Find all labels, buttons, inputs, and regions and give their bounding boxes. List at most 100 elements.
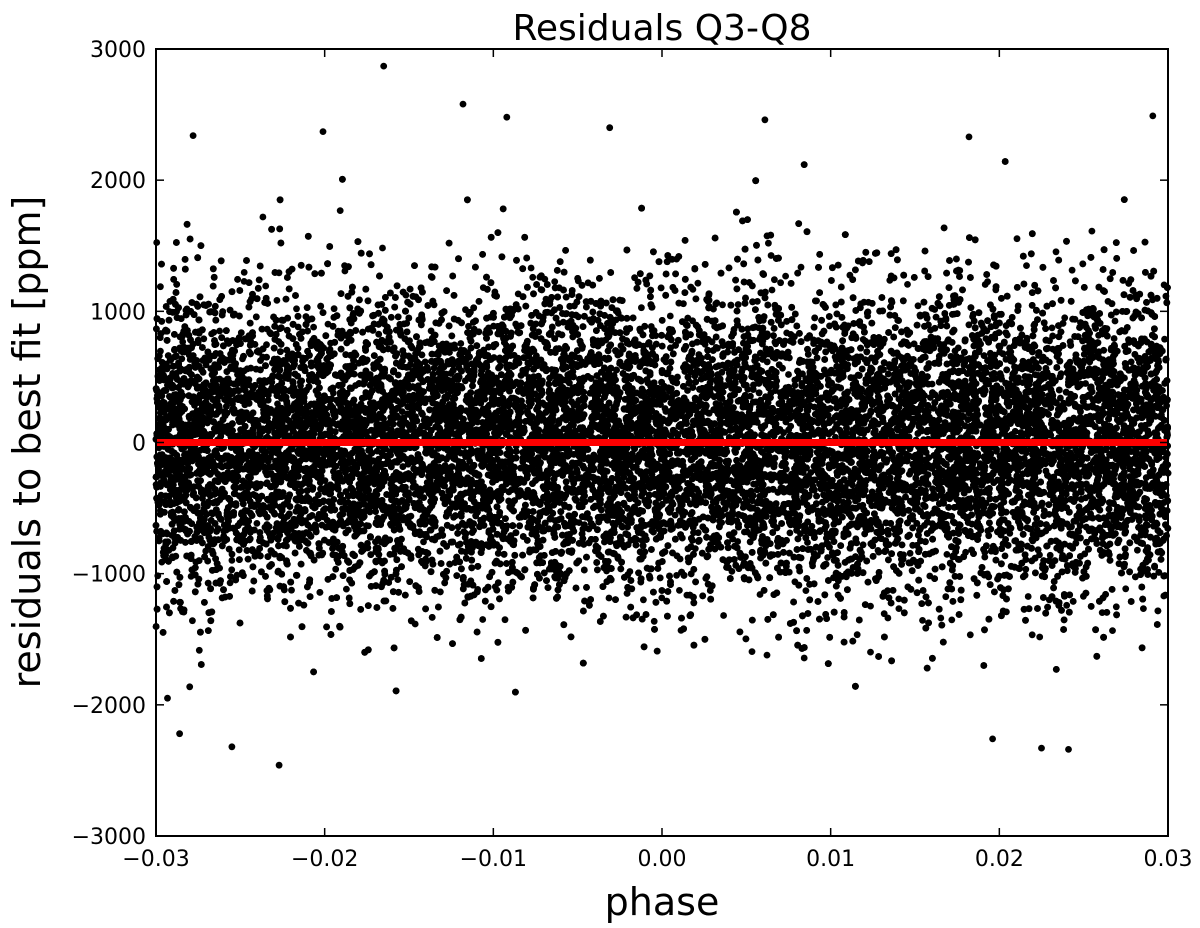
scatter-point (640, 596, 647, 604)
scatter-point (734, 301, 742, 308)
scatter-point (1109, 627, 1116, 634)
scatter-point (859, 541, 867, 549)
scatter-point (375, 330, 383, 338)
scatter-point (782, 272, 789, 280)
scatter-point (387, 313, 395, 321)
scatter-point (1068, 266, 1076, 274)
scatter-point (273, 297, 281, 304)
scatter-point (1061, 314, 1069, 322)
x-axis-label: phase (605, 880, 720, 924)
scatter-point (1122, 585, 1130, 593)
scatter-point (294, 323, 302, 331)
scatter-point (479, 616, 487, 623)
scatter-point (1048, 324, 1056, 332)
scatter-points (152, 62, 1172, 769)
scatter-point (719, 301, 726, 309)
scatter-point (259, 213, 267, 221)
scatter-point (1063, 567, 1071, 575)
scatter-point (1088, 227, 1096, 235)
scatter-point (765, 239, 772, 247)
scatter-point (703, 573, 711, 581)
scatter-point (1040, 507, 1048, 515)
scatter-point (966, 631, 974, 639)
scatter-point (1112, 603, 1120, 611)
scatter-point (694, 529, 702, 537)
scatter-point (164, 694, 171, 702)
scatter-point (985, 532, 993, 540)
scatter-point (288, 586, 295, 594)
scatter-point (942, 593, 950, 601)
scatter-point (189, 617, 196, 625)
scatter-point (494, 579, 502, 587)
scatter-point (372, 508, 379, 515)
scatter-point (157, 283, 164, 291)
scatter-point (551, 278, 559, 285)
scatter-point (315, 491, 322, 499)
scatter-point (249, 409, 257, 417)
scatter-point (1134, 546, 1141, 554)
scatter-point (1046, 551, 1054, 559)
scatter-point (786, 529, 794, 537)
scatter-point (802, 587, 810, 594)
scatter-point (981, 553, 989, 561)
scatter-point (605, 594, 613, 602)
scatter-point (987, 525, 995, 533)
scatter-point (186, 683, 194, 691)
scatter-point (262, 282, 270, 290)
scatter-point (782, 465, 790, 473)
scatter-point (906, 549, 914, 557)
scatter-point (853, 631, 861, 639)
scatter-point (200, 335, 208, 343)
scatter-point (529, 273, 537, 281)
scatter-point (673, 572, 680, 579)
scatter-point (777, 279, 784, 287)
scatter-point (720, 612, 727, 619)
scatter-point (1028, 631, 1036, 639)
scatter-point (867, 648, 874, 656)
scatter-point (763, 651, 771, 659)
scatter-point (797, 263, 805, 271)
scatter-point (813, 354, 821, 362)
scatter-point (914, 302, 922, 310)
scatter-point (179, 338, 187, 346)
scatter-point (1001, 552, 1009, 560)
scatter-point (555, 320, 562, 327)
scatter-point (638, 304, 645, 312)
scatter-point (768, 286, 776, 294)
scatter-point (820, 491, 827, 499)
scatter-point (343, 585, 350, 593)
scatter-point (1013, 235, 1021, 243)
scatter-point (824, 554, 831, 561)
scatter-point (666, 312, 674, 320)
scatter-point (943, 551, 951, 558)
scatter-point (336, 207, 344, 215)
scatter-point (195, 646, 203, 654)
scatter-point (1057, 394, 1064, 402)
scatter-point (791, 381, 799, 389)
y-axis-label: residuals to best fit [ppm] (5, 196, 49, 689)
scatter-point (1161, 335, 1168, 343)
scatter-point (332, 565, 340, 573)
scatter-point (420, 538, 427, 546)
scatter-point (674, 373, 681, 381)
scatter-point (880, 610, 888, 618)
scatter-point (1117, 569, 1125, 577)
scatter-point (330, 305, 338, 313)
scatter-point (208, 330, 216, 338)
scatter-point (1052, 248, 1060, 256)
scatter-point (1006, 530, 1014, 537)
scatter-point (240, 269, 248, 276)
scatter-point (1048, 460, 1056, 468)
scatter-point (895, 605, 903, 612)
scatter-point (310, 323, 317, 331)
scatter-point (216, 327, 224, 335)
scatter-point (1023, 262, 1030, 269)
scatter-point (650, 617, 658, 625)
scatter-point (895, 595, 903, 603)
scatter-point (919, 617, 926, 624)
chart-title: Residuals Q3-Q8 (512, 8, 811, 49)
scatter-point (1111, 317, 1119, 325)
scatter-point (947, 353, 955, 360)
